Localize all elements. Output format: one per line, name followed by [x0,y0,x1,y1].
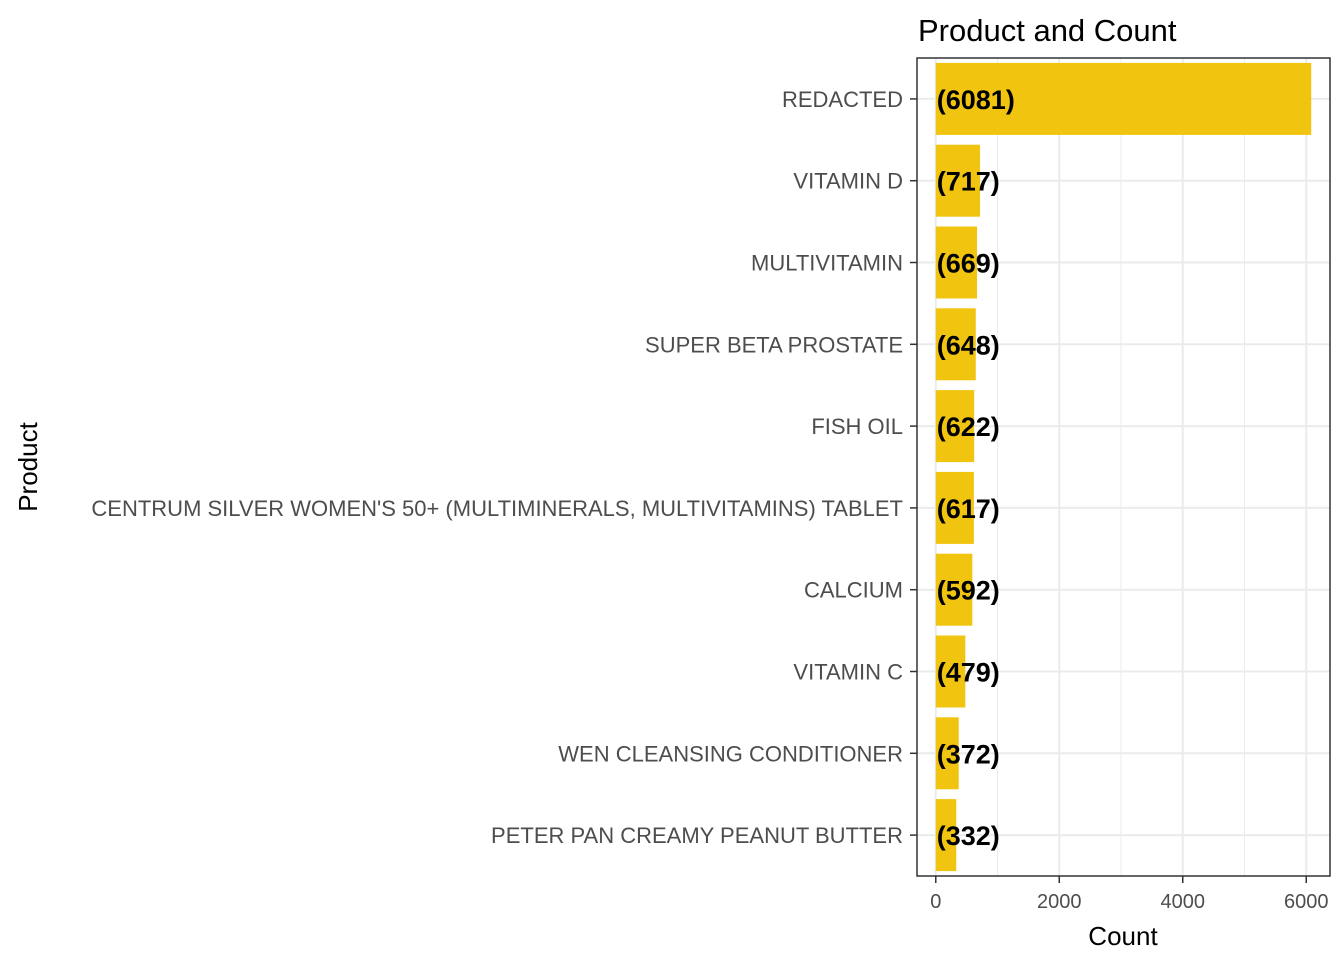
data-label: (622) [937,412,1000,442]
category-label: CALCIUM [804,578,903,603]
data-label: (717) [937,167,1000,197]
data-label: (592) [937,576,1000,606]
bars [935,62,1312,872]
data-label: (669) [937,249,1000,279]
y-axis-title: Product [13,421,43,511]
bar [935,226,978,299]
category-label: FISH OIL [811,414,903,439]
data-label: (372) [937,739,1000,769]
plot-panel [916,57,1331,877]
bar [935,635,966,708]
bar [935,62,1312,135]
category-label: PETER PAN CREAMY PEANUT BUTTER [491,823,903,848]
bar [935,717,959,790]
bar [935,471,974,544]
bar [935,799,957,872]
x-tick-label: 6000 [1284,891,1329,913]
x-axis-title: Count [1088,921,1158,951]
data-labels: (6081) (717) (669) (648) (622) (617) (592) (479… [937,85,1015,851]
chart-title: Product and Count [918,13,1177,48]
category-label: REDACTED [782,87,903,112]
x-axis: 0 2000 4000 6000 [930,876,1328,913]
bar [935,390,975,463]
y-axis: REDACTED VITAMIN D MULTIVITAMIN SUPER BETA … [91,87,917,848]
x-tick-label: 2000 [1037,891,1082,913]
data-label: (6081) [937,85,1015,115]
x-tick-label: 4000 [1160,891,1205,913]
data-label: (332) [937,821,1000,851]
category-label: MULTIVITAMIN [751,251,903,276]
category-label: VITAMIN C [793,660,903,685]
x-tick-label: 0 [930,891,941,913]
bar [935,144,981,217]
category-label: SUPER BETA PROSTATE [645,332,903,357]
data-label: (479) [937,658,1000,688]
panel-border [916,57,1331,877]
panel-background [917,58,1330,876]
data-label: (617) [937,494,1000,524]
bar [935,308,976,381]
category-label: CENTRUM SILVER WOMEN'S 50+ (MULTIMINERAL… [91,496,903,521]
bar [935,553,973,626]
data-label: (648) [937,330,1000,360]
category-label: VITAMIN D [793,169,903,194]
category-label: WEN CLEANSING CONDITIONER [558,741,903,766]
